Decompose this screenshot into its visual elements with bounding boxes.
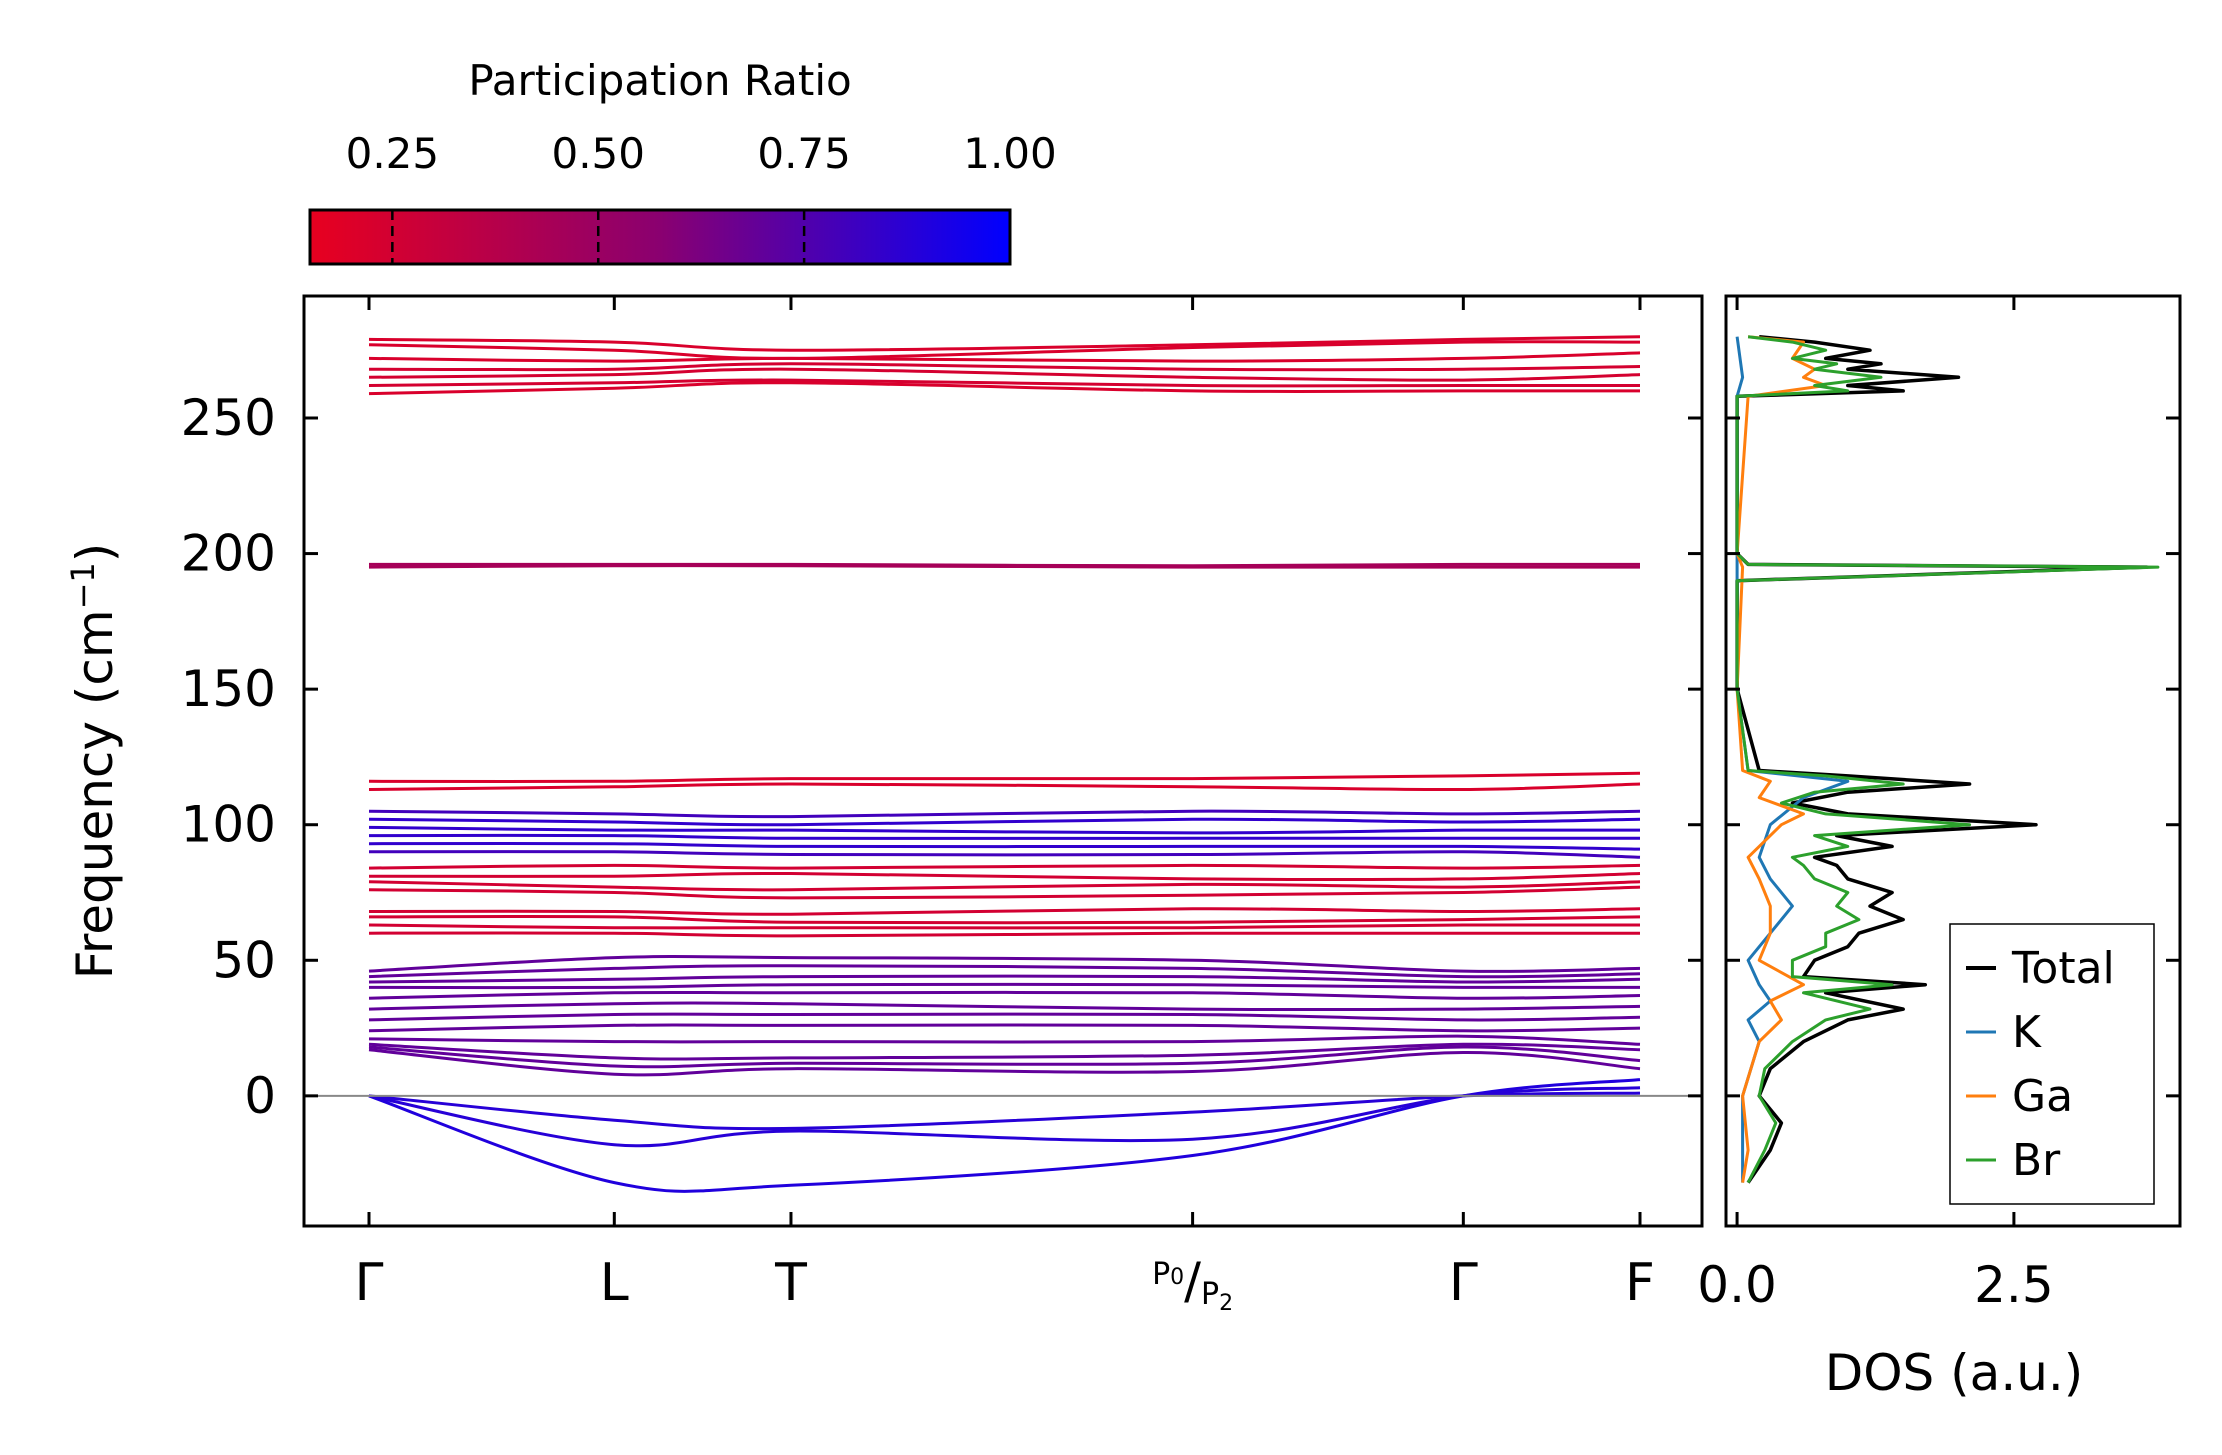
kpoint-label: T: [774, 1253, 807, 1313]
band-g7: [368, 841, 1641, 851]
colorbar-tick-label: 0.75: [757, 129, 851, 178]
ytick-label: 50: [212, 931, 276, 989]
dos-xtick-label: 2.5: [1974, 1256, 2054, 1314]
band-high-5: [368, 367, 1641, 382]
kpoint-label: L: [600, 1253, 629, 1313]
ylabel-superscript: −1: [64, 562, 102, 609]
band-low-6: [368, 1001, 1641, 1012]
legend-box: [1949, 923, 2155, 1205]
band-low-12: [368, 1048, 1641, 1077]
dos-x-ticks: 0.0 2.5: [1697, 296, 2054, 1314]
band-low-2: [368, 964, 1641, 979]
colorbar-tick-label: 0.50: [551, 129, 645, 178]
band-low-1: [368, 954, 1641, 973]
band-low-7: [368, 1012, 1641, 1022]
dos-legend: Total K Ga Br: [1949, 923, 2155, 1205]
band-y-ticks: 0 50 100 150 200 250: [181, 389, 1702, 1125]
band-high-1: [368, 335, 1641, 352]
band-g6: [368, 833, 1640, 840]
band-high-2: [368, 340, 1641, 360]
band-g12: [368, 885, 1641, 900]
band-g9: [368, 863, 1641, 870]
kpoint-label: Γ: [355, 1253, 384, 1313]
band-g11: [368, 880, 1641, 892]
legend-label-total: Total: [2011, 943, 2115, 994]
ytick-label: 250: [181, 389, 276, 447]
ytick-label: 100: [181, 796, 276, 854]
band-low-5: [368, 990, 1641, 1000]
dos-y-ticks: [1726, 416, 2180, 1098]
colorbar: [308, 208, 1012, 266]
ytick-label: 0: [244, 1067, 276, 1125]
dos-line-ga: [1735, 335, 1828, 1183]
dos-xtick-label: 0.0: [1697, 1256, 1777, 1314]
band-g13: [368, 907, 1641, 916]
band-g8: [368, 850, 1641, 859]
ylabel-text: Frequency (cm: [66, 609, 124, 979]
band-low-3: [368, 974, 1641, 984]
band-g15: [368, 923, 1641, 930]
band-axes-frame: [302, 294, 1704, 1228]
band-g14: [368, 915, 1641, 925]
band-high-3: [368, 351, 1641, 363]
band-g4: [368, 817, 1641, 827]
dos-line-k: [1735, 336, 1850, 1183]
band-low-4: [368, 982, 1641, 990]
legend-label-br: Br: [2012, 1135, 2061, 1186]
band-lines: [368, 335, 1641, 1193]
band-g1: [368, 771, 1641, 784]
band-g3: [368, 809, 1641, 819]
band-high-4: [368, 362, 1641, 372]
colorbar-ticks: 0.25 0.50 0.75 1.00: [346, 129, 1057, 264]
band-low-10: [368, 1042, 1641, 1061]
legend-label-ga: Ga: [2012, 1071, 2073, 1122]
band-low-11: [368, 1045, 1641, 1069]
dos-lines: [1735, 334, 2160, 1184]
band-low-8: [368, 1023, 1641, 1033]
band-g5: [368, 825, 1641, 835]
band-g2: [368, 782, 1641, 792]
kpoint-label: F: [1625, 1253, 1655, 1313]
dos-line-total: [1735, 334, 2149, 1184]
band-high-7: [368, 381, 1640, 396]
colorbar-title: Participation Ratio: [468, 56, 851, 105]
legend-label-k: K: [2012, 1007, 2042, 1058]
band-x-ticks: Γ L T P0/P2 Γ F: [355, 296, 1655, 1316]
colorbar-tick-label: 1.00: [963, 129, 1057, 178]
ytick-label: 200: [181, 525, 276, 583]
colorbar-tick-label: 0.25: [346, 129, 440, 178]
ylabel-close: ): [66, 543, 124, 563]
band-g10: [368, 871, 1641, 882]
band-low-9: [368, 1034, 1641, 1046]
dos-xlabel: DOS (a.u.): [1825, 1344, 2084, 1402]
dos-axes-frame: [1724, 294, 2182, 1228]
dos-line-br: [1735, 335, 2160, 1184]
band-ylabel: Frequency (cm−1): [64, 543, 124, 980]
band-mid-2: [368, 564, 1640, 569]
kpoint-label: P0/P2: [1152, 1252, 1233, 1316]
ytick-label: 150: [181, 660, 276, 718]
band-g16: [368, 931, 1640, 938]
kpoint-label: Γ: [1449, 1253, 1478, 1313]
band-high-6: [368, 378, 1640, 388]
